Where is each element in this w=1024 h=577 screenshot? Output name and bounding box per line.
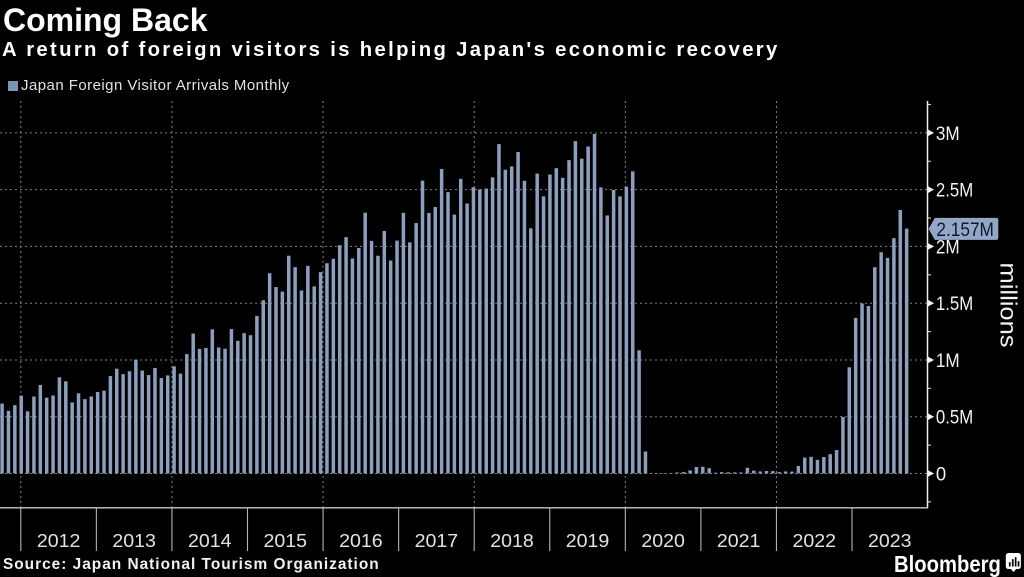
svg-text:3M: 3M (936, 124, 960, 145)
svg-text:2023: 2023 (868, 530, 912, 551)
svg-text:millions: millions (996, 263, 1022, 348)
svg-text:1M: 1M (936, 351, 960, 372)
svg-text:1.5M: 1.5M (936, 294, 973, 315)
svg-text:2016: 2016 (339, 530, 383, 551)
svg-text:0: 0 (936, 464, 946, 485)
svg-text:2018: 2018 (490, 530, 534, 551)
svg-text:2013: 2013 (112, 530, 156, 551)
svg-text:2.5M: 2.5M (936, 181, 973, 202)
svg-text:0.5M: 0.5M (936, 408, 973, 429)
svg-text:2015: 2015 (264, 530, 308, 551)
svg-text:2.157M: 2.157M (936, 220, 994, 241)
svg-text:2020: 2020 (641, 530, 685, 551)
svg-text:2014: 2014 (188, 530, 232, 551)
svg-text:2019: 2019 (566, 530, 610, 551)
svg-text:2021: 2021 (717, 530, 761, 551)
svg-text:2012: 2012 (37, 530, 81, 551)
svg-text:2022: 2022 (792, 530, 836, 551)
svg-text:2017: 2017 (415, 530, 459, 551)
